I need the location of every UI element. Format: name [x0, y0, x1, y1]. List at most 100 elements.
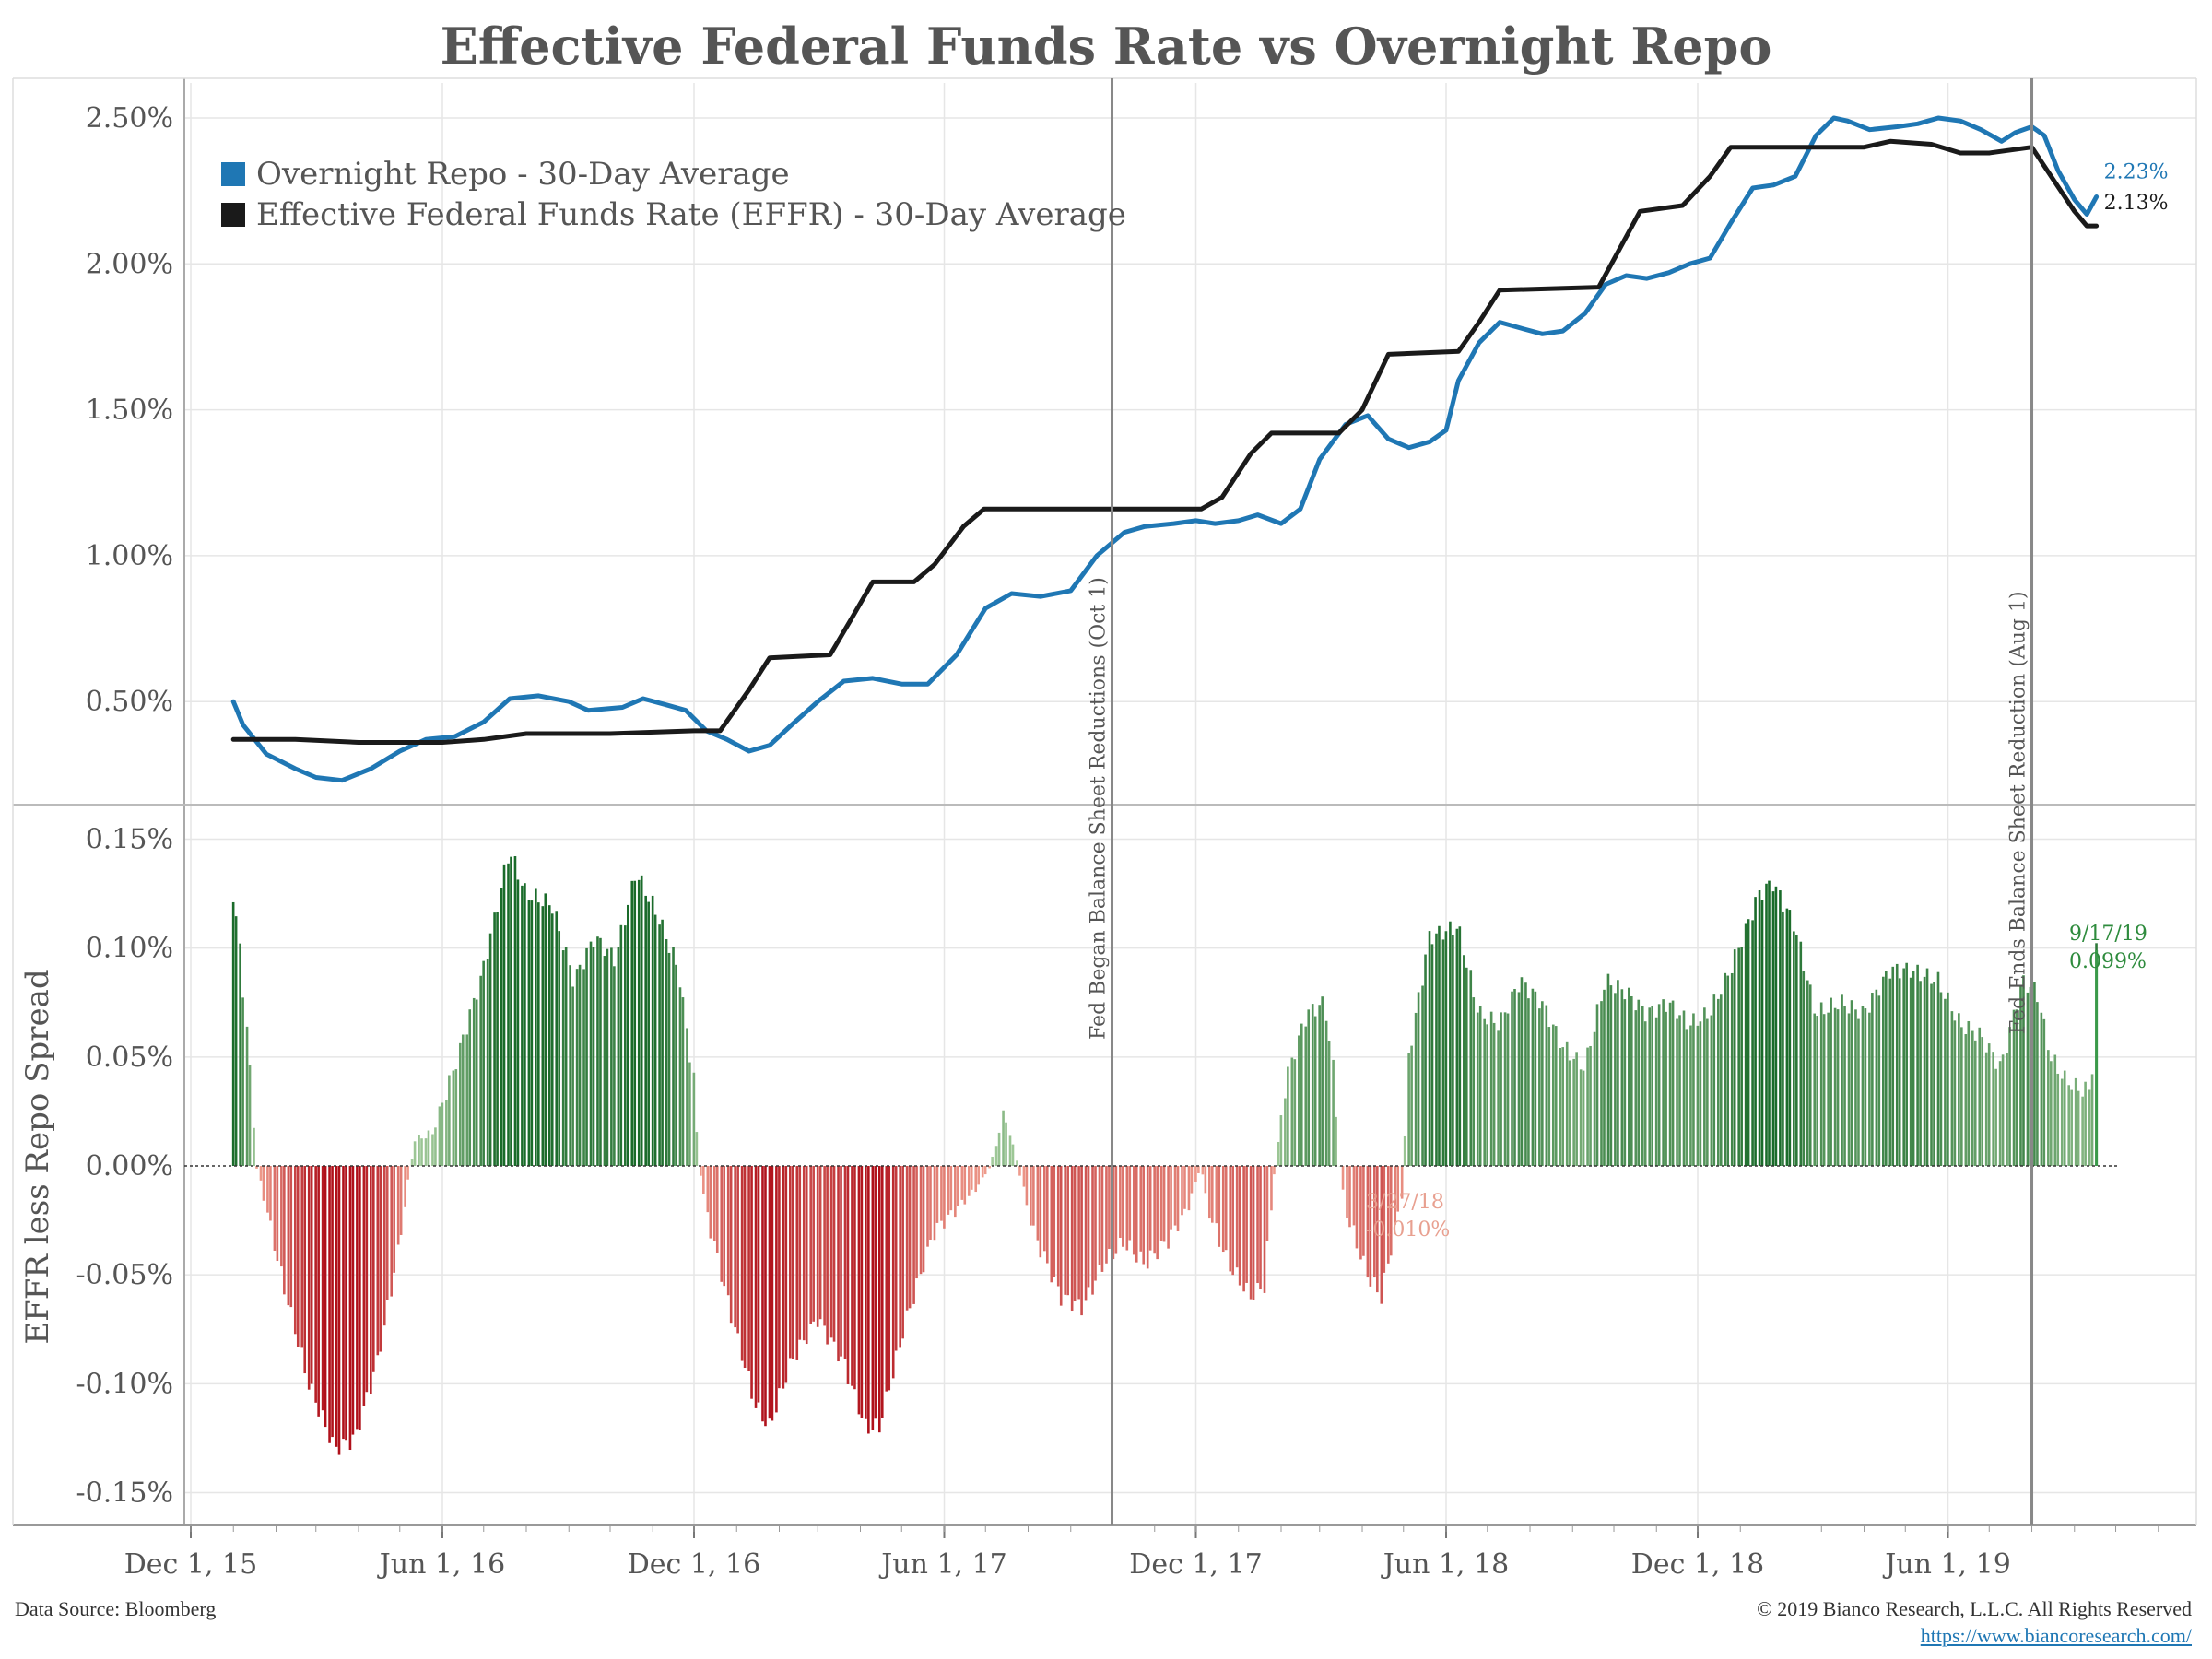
- spread-bar-positive: [1944, 998, 1947, 1166]
- website-link[interactable]: https://www.biancoresearch.com/: [1920, 1624, 2192, 1647]
- spread-bar-negative: [846, 1166, 850, 1384]
- spread-bar-positive: [1438, 925, 1441, 1166]
- spread-bar-positive: [1877, 995, 1881, 1166]
- spread-bar-positive: [2050, 1061, 2053, 1166]
- spread-bar-negative: [967, 1166, 971, 1196]
- event-label-begin: Fed Began Balance Sheet Reductions (Oct …: [1088, 577, 1111, 1040]
- spread-bar-negative: [276, 1166, 279, 1262]
- spread-bar-negative: [1142, 1166, 1146, 1265]
- spread-bar-positive: [692, 1072, 696, 1166]
- spread-bar-negative: [757, 1166, 760, 1403]
- spread-bar-positive: [1682, 1010, 1686, 1166]
- spread-bar-negative: [1359, 1166, 1362, 1260]
- spread-bar-positive: [1293, 1059, 1297, 1166]
- spread-bar-positive: [1676, 1018, 1678, 1166]
- spread-bar-positive: [1332, 1059, 1335, 1166]
- spread-bar-negative: [1064, 1166, 1066, 1295]
- spread-bar-positive: [1307, 1009, 1311, 1166]
- spread-bar-positive: [452, 1070, 455, 1166]
- spread-bar-positive: [2070, 1089, 2073, 1166]
- spread-bar-negative: [802, 1166, 806, 1341]
- spread-bar-negative: [915, 1166, 918, 1279]
- spread-bar-positive: [1923, 976, 1926, 1166]
- spread-bar-positive: [1603, 989, 1606, 1166]
- spread-bar-positive: [1730, 972, 1734, 1166]
- spread-bar-positive: [619, 924, 623, 1166]
- spread-bar-positive: [585, 947, 588, 1166]
- spread-bar-negative: [860, 1166, 864, 1418]
- y-tick-label-bottom: -0.15%: [76, 1477, 173, 1510]
- spread-bar-positive: [613, 966, 616, 1166]
- spread-bar-latest: [2095, 950, 2099, 1166]
- spread-bar-positive: [2084, 1081, 2087, 1166]
- spread-bar-positive: [606, 948, 609, 1166]
- spread-bar-positive: [1802, 971, 1806, 1166]
- spread-bar-positive: [1430, 944, 1434, 1166]
- spread-bar-negative: [778, 1166, 781, 1389]
- legend-swatch-effr: [221, 203, 245, 227]
- spread-bar-negative: [723, 1166, 726, 1287]
- spread-bar-positive: [424, 1138, 428, 1166]
- spread-bar-positive: [1958, 1013, 1960, 1166]
- spread-bar-positive: [624, 925, 627, 1166]
- legend-label-repo: Overnight Repo - 30-Day Average: [256, 156, 790, 193]
- spread-bar-positive: [1489, 1011, 1493, 1166]
- spread-bar-negative: [830, 1166, 833, 1338]
- spread-bar-positive: [1455, 928, 1459, 1166]
- spread-bar-positive: [1648, 1007, 1652, 1166]
- y-tick-label-top: 1.50%: [86, 394, 173, 427]
- legend: Overnight Repo - 30-Day AverageEffective…: [221, 156, 1126, 233]
- spread-bar-negative: [922, 1166, 925, 1273]
- spread-bar-negative: [1249, 1166, 1253, 1300]
- spread-bar-positive: [1497, 1030, 1500, 1166]
- spread-bar-positive: [1994, 1068, 1997, 1166]
- spread-bar-positive: [617, 947, 620, 1166]
- spread-bar-positive: [1843, 1006, 1846, 1166]
- spread-bar-positive: [1483, 1018, 1486, 1166]
- spread-bar-negative: [1229, 1166, 1232, 1272]
- spread-bar-positive: [1554, 1026, 1558, 1166]
- spread-bar-negative: [816, 1166, 819, 1327]
- spread-bar-negative: [376, 1166, 380, 1356]
- spread-bar-negative: [1348, 1166, 1351, 1228]
- spread-bar-positive: [1606, 973, 1610, 1166]
- spread-bar-positive: [2056, 1073, 2060, 1166]
- spread-bar-positive: [1768, 880, 1771, 1166]
- spread-bar-negative: [1100, 1166, 1104, 1272]
- spread-bar-positive: [1565, 1041, 1569, 1166]
- spread-bar-positive: [626, 904, 629, 1166]
- spread-bar-positive: [1841, 994, 1843, 1166]
- y-tick-label-bottom: -0.10%: [76, 1368, 173, 1400]
- spread-bar-negative: [296, 1166, 300, 1347]
- spread-bar-positive: [630, 880, 634, 1166]
- spread-bar-negative: [1235, 1166, 1239, 1268]
- spread-bar-negative: [1376, 1166, 1379, 1293]
- spread-bar-positive: [644, 895, 647, 1166]
- spread-bar-negative: [981, 1166, 984, 1178]
- spread-bar-positive: [1617, 980, 1619, 1166]
- spread-bar-negative: [321, 1166, 324, 1411]
- spread-bar-negative: [977, 1166, 981, 1185]
- spread-bar-negative: [874, 1166, 877, 1419]
- spread-bar-negative: [1183, 1166, 1186, 1209]
- spread-bar-positive: [434, 1127, 437, 1166]
- spread-bar-positive: [665, 938, 668, 1166]
- spread-bar-negative: [273, 1166, 276, 1251]
- spread-bar-negative: [1218, 1166, 1221, 1247]
- spread-bar-positive: [1754, 897, 1757, 1166]
- spread-bar-positive: [1795, 935, 1798, 1166]
- spread-bar-positive: [1492, 1022, 1496, 1166]
- spread-bar-positive: [695, 1132, 699, 1166]
- spread-bar-positive: [1710, 1015, 1713, 1166]
- spread-bar-negative: [715, 1166, 719, 1253]
- spread-bar-negative: [280, 1166, 283, 1267]
- spread-bar-positive: [1936, 971, 1940, 1166]
- spread-bar-positive: [1950, 1011, 1954, 1166]
- spread-bar-positive: [561, 950, 565, 1166]
- spread-bar-positive: [488, 933, 492, 1166]
- spread-bar-positive: [1850, 1000, 1853, 1166]
- spread-bar-positive: [1651, 1006, 1653, 1166]
- spread-bar-negative: [826, 1166, 829, 1345]
- spread-bar-positive: [994, 1146, 998, 1166]
